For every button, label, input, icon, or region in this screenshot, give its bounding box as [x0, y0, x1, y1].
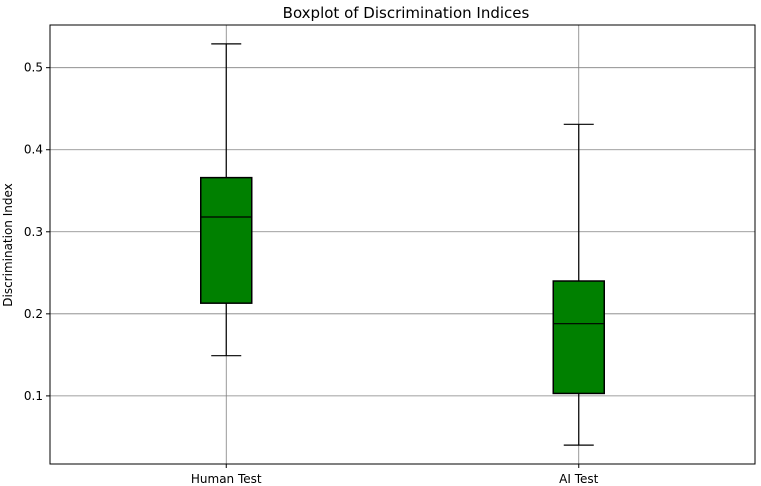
boxes: [200, 43, 605, 446]
box-group: [552, 123, 605, 446]
y-axis-label: Discrimination Index: [1, 183, 15, 307]
x-tick-label: AI Test: [559, 472, 598, 486]
y-tick-label: 0.4: [24, 143, 43, 157]
box-group: [200, 43, 253, 357]
chart-title: Boxplot of Discrimination Indices: [283, 4, 530, 22]
y-tick-label: 0.2: [24, 307, 43, 321]
y-tick-label: 0.1: [24, 389, 43, 403]
plot-frame: [49, 24, 756, 465]
grid-lines: [50, 25, 755, 464]
box-iqr: [552, 280, 605, 395]
x-tick-label: Human Test: [191, 472, 262, 486]
box-iqr: [200, 176, 253, 304]
y-axis-ticks: 0.1 0.2 0.3 0.4 0.5: [24, 61, 50, 403]
y-tick-label: 0.5: [24, 61, 43, 75]
x-axis-ticks: Human Test AI Test: [191, 464, 599, 486]
y-tick-label: 0.3: [24, 225, 43, 239]
